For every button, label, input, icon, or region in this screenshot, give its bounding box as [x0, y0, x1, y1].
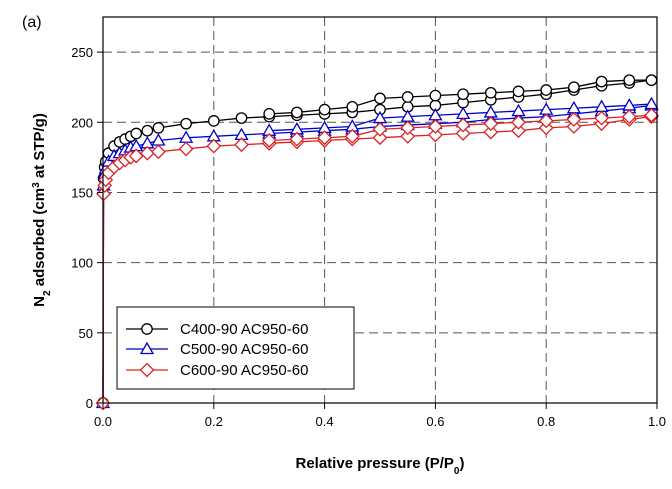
series-3-point	[261, 133, 277, 148]
x-axis-label: Relative pressure (P/P0)	[296, 455, 465, 477]
x-tick-label: 1.0	[648, 414, 666, 429]
y-tick-label: 0	[86, 396, 93, 411]
series-3-point	[594, 110, 610, 126]
x-tick-label: 0.4	[316, 414, 334, 429]
series-3-point	[206, 138, 222, 154]
series-1-point	[623, 74, 636, 87]
x-tick-label: 0.2	[205, 414, 223, 429]
series-3-point	[178, 141, 194, 157]
series-3-point	[538, 113, 554, 129]
series-3-point	[483, 124, 499, 140]
legend-entry-1: C400-90 AC950-60	[180, 321, 308, 338]
series-3-point	[511, 123, 526, 139]
series-1-point	[130, 127, 143, 140]
series-1-point	[235, 112, 248, 124]
axis-ticks	[97, 51, 658, 409]
legend-marker-2	[139, 341, 155, 355]
series-3-point	[150, 144, 166, 160]
x-tick-labels: 0.0 0.2 0.4 0.6 0.8 1.0	[94, 414, 666, 429]
series-3-point	[400, 128, 416, 144]
legend-swatches	[126, 323, 168, 378]
series-3-point	[139, 145, 155, 161]
series-3-point	[455, 126, 471, 141]
y-tick-label: 200	[71, 115, 93, 130]
series-1-point	[568, 81, 580, 94]
y-tick-labels: 0 50 100 150 200 250	[71, 45, 93, 411]
legend-entry-2: C500-90 AC950-60	[180, 341, 308, 358]
series-1-point	[512, 85, 525, 98]
x-tick-label: 0.6	[426, 414, 444, 429]
series-3-point	[455, 117, 471, 133]
series-3-point	[372, 121, 388, 137]
y-axis-label: N2 adsorbed (cm3 at STP/g)	[31, 113, 53, 307]
series-3-point	[400, 120, 416, 136]
legend-marker-1	[141, 323, 153, 335]
series-1-point	[207, 115, 220, 127]
series-3-point	[621, 109, 637, 125]
legend-box	[116, 306, 355, 390]
series-3-point	[344, 128, 360, 144]
series-1-point	[645, 74, 658, 87]
series-3-point	[566, 112, 582, 127]
y-tick-label: 50	[79, 326, 93, 341]
series-1-point	[291, 106, 303, 119]
series-1-point	[429, 89, 442, 102]
series-3-point	[289, 131, 305, 147]
series-3-point	[427, 119, 443, 134]
series-3-point	[644, 107, 659, 123]
series-3-point	[372, 130, 388, 146]
data-series	[95, 74, 659, 411]
series-3-point	[483, 116, 499, 132]
y-tick-label: 250	[71, 45, 93, 60]
series-1-point	[457, 88, 469, 101]
series-3-point	[234, 137, 249, 153]
series-1-point	[263, 108, 276, 120]
legend-marker-3	[139, 362, 155, 378]
panel-label: (a)	[22, 14, 42, 31]
y-tick-label: 100	[71, 256, 93, 271]
series-1-point	[318, 103, 331, 116]
series-1-point	[540, 84, 553, 96]
series-3-point	[511, 114, 526, 130]
x-tick-label: 0.0	[94, 414, 112, 429]
series-3-point	[427, 127, 443, 143]
series-1-point	[346, 100, 359, 113]
series-3	[95, 107, 659, 411]
plot-frame	[102, 16, 658, 404]
y-tick-label: 150	[71, 185, 93, 200]
series-1-point	[141, 124, 154, 137]
legend: C400-90 AC950-60 C500-90 AC950-60 C600-9…	[116, 306, 355, 390]
legend-entry-3: C600-90 AC950-60	[180, 362, 308, 379]
series-1-point	[152, 122, 165, 134]
series-1-point	[484, 86, 497, 99]
series-3-point	[317, 130, 333, 146]
x-tick-label: 0.8	[537, 414, 555, 429]
series-1-point	[180, 117, 192, 130]
series-1-point	[401, 91, 414, 103]
series-1-point	[374, 92, 386, 105]
series-1-point	[595, 75, 608, 88]
